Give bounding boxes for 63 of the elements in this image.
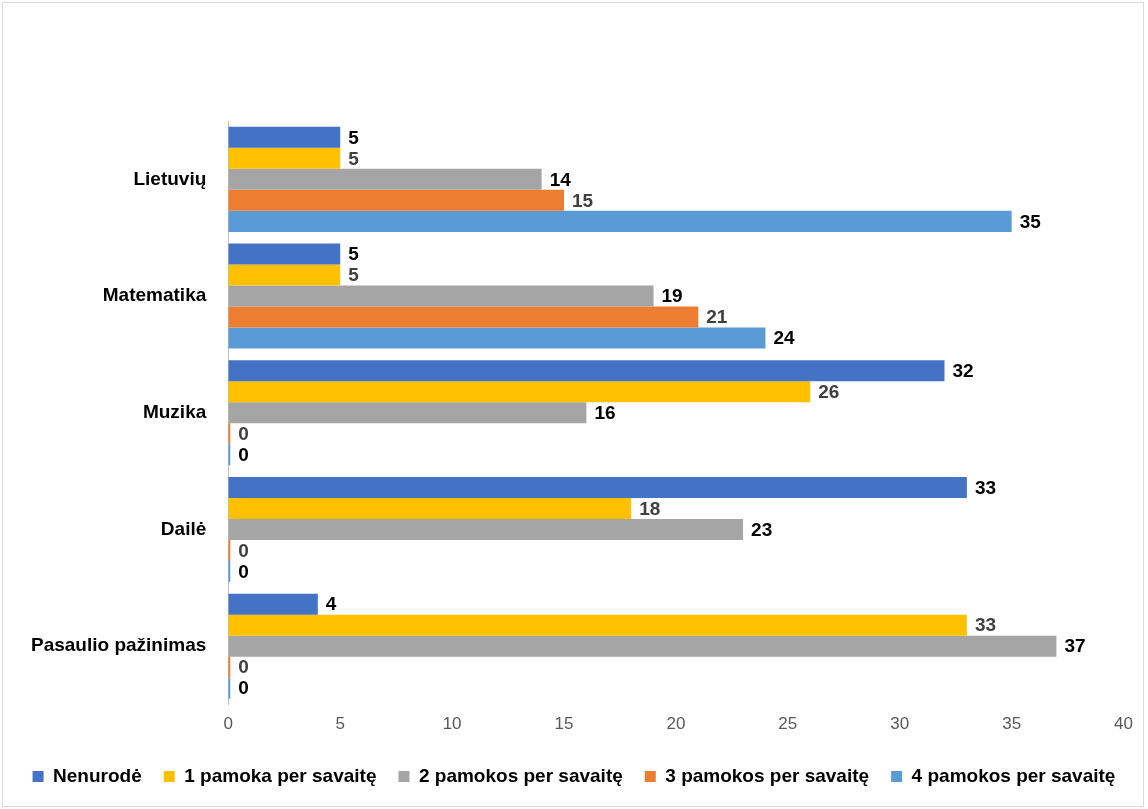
data-label: 32	[952, 360, 974, 382]
data-label: 14	[549, 168, 572, 190]
bar	[228, 360, 945, 382]
data-label: 21	[706, 306, 728, 328]
bar	[228, 593, 318, 615]
data-label: 0	[238, 423, 249, 445]
data-label: 0	[238, 560, 249, 582]
legend-label: 3 pamokos per savaitę	[665, 764, 870, 786]
bar	[228, 327, 766, 349]
y-tick-label: Pasaulio pažinimas	[30, 634, 207, 656]
data-label: 4	[325, 593, 337, 615]
data-label: 5	[348, 147, 360, 169]
y-tick-label: Dailė	[160, 517, 207, 539]
y-tick-label: Lietuvių	[133, 167, 207, 189]
bar	[228, 147, 341, 169]
data-label: 37	[1064, 635, 1086, 657]
data-label: 16	[594, 402, 616, 424]
data-label: 15	[572, 189, 594, 211]
data-label: 5	[348, 126, 360, 148]
x-tick-label: 40	[1114, 714, 1134, 734]
bar	[228, 402, 587, 424]
y-tick-label: Matematika	[102, 284, 207, 306]
data-label: 24	[773, 327, 796, 349]
data-label: 5	[348, 243, 360, 265]
bar	[228, 614, 967, 636]
legend-label: 4 pamokos per savaitę	[911, 764, 1116, 786]
data-label: 23	[751, 518, 773, 540]
x-tick-label: 15	[554, 714, 574, 734]
bar	[228, 210, 1012, 232]
data-label: 33	[974, 476, 997, 498]
x-tick-label: 0	[223, 714, 234, 734]
data-label: 0	[238, 444, 249, 466]
bar	[228, 243, 341, 265]
data-label: 0	[238, 677, 249, 699]
bar	[228, 264, 341, 286]
data-label: 18	[639, 497, 661, 519]
x-tick-label: 35	[1002, 714, 1022, 734]
data-label: 35	[1019, 210, 1042, 232]
bar	[228, 635, 1057, 657]
bar	[228, 126, 341, 148]
data-label: 0	[238, 539, 249, 561]
bar	[228, 168, 542, 190]
bar	[228, 477, 967, 499]
bar	[228, 306, 699, 328]
x-tick-label: 20	[666, 714, 686, 734]
data-label: 26	[818, 381, 840, 403]
x-tick-label: 30	[890, 714, 910, 734]
legend-label: Nenurodė	[53, 764, 142, 786]
data-label: 5	[348, 264, 360, 286]
legend-label: 1 pamoka per savaitę	[184, 764, 377, 786]
x-tick-label: 5	[335, 714, 345, 734]
bar	[228, 189, 565, 211]
bar	[228, 519, 744, 541]
data-label: 19	[661, 285, 683, 307]
legend-label: 2 pamokos per savaitę	[418, 764, 623, 786]
x-tick-label: 25	[778, 714, 798, 734]
x-tick-label: 10	[442, 714, 462, 734]
bar	[228, 498, 632, 520]
bar	[228, 381, 811, 403]
data-label: 33	[974, 614, 997, 636]
bar	[228, 285, 654, 307]
y-tick-label: Muzika	[142, 401, 207, 423]
data-label: 0	[238, 656, 249, 678]
